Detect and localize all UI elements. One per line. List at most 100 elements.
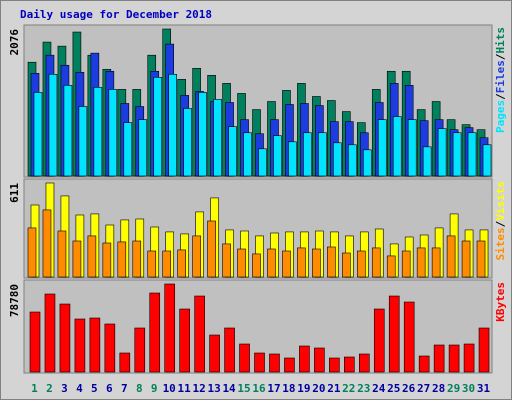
- bar: [198, 92, 207, 177]
- bar: [269, 353, 280, 373]
- bar: [356, 250, 366, 278]
- bar: [164, 283, 176, 373]
- bar: [168, 74, 178, 177]
- x-tick-label: 27: [417, 382, 430, 395]
- bar: [74, 318, 86, 373]
- x-tick-label: 1: [31, 382, 38, 395]
- bar: [27, 227, 37, 278]
- bar: [431, 247, 441, 278]
- x-tick-label: 10: [163, 382, 176, 395]
- x-tick-label: 30: [462, 382, 475, 395]
- x-tick-label: 5: [91, 382, 98, 395]
- bar: [207, 220, 216, 278]
- x-tick-label: 16: [252, 382, 266, 395]
- y-tick-label: 2076: [8, 29, 21, 56]
- bar: [407, 119, 417, 177]
- x-tick-label: 15: [237, 382, 250, 395]
- bar: [403, 301, 415, 373]
- bar: [89, 317, 101, 373]
- x-tick-label: 12: [193, 382, 206, 395]
- bar: [284, 357, 295, 373]
- bar: [254, 352, 265, 373]
- bar: [344, 356, 355, 373]
- bar: [478, 327, 490, 373]
- legend-entry: Visits: [494, 181, 507, 221]
- bar: [329, 357, 340, 373]
- bar: [342, 252, 351, 278]
- x-tick-label: 8: [136, 382, 143, 395]
- chart-title: Daily usage for December 2018: [20, 8, 212, 21]
- legend-separator: /: [494, 220, 507, 227]
- x-tick-label: 28: [432, 382, 445, 395]
- legend-entry: Files: [494, 60, 507, 93]
- bar: [371, 247, 381, 278]
- x-tick-label: 18: [282, 382, 295, 395]
- bar: [416, 247, 426, 278]
- x-tick-label: 31: [477, 382, 491, 395]
- bar: [273, 135, 282, 177]
- bar: [209, 334, 220, 373]
- bar: [72, 240, 82, 278]
- bar: [179, 308, 190, 373]
- bar: [448, 344, 460, 373]
- bar: [463, 343, 475, 373]
- bar: [237, 248, 246, 278]
- bar: [297, 247, 306, 278]
- bar: [44, 293, 56, 373]
- x-tick-label: 24: [372, 382, 386, 395]
- bar: [433, 344, 445, 373]
- bar: [123, 122, 133, 177]
- bar: [401, 250, 411, 278]
- x-tick-label: 20: [312, 382, 325, 395]
- x-tick-label: 6: [106, 382, 113, 395]
- bar: [267, 248, 276, 278]
- bar: [224, 327, 235, 373]
- bar: [348, 144, 357, 177]
- bar: [78, 106, 88, 177]
- legend: KBytes: [494, 282, 507, 322]
- x-tick-label: 9: [151, 382, 158, 395]
- bar: [418, 355, 430, 373]
- bar: [29, 311, 41, 373]
- x-tick-label: 23: [357, 382, 370, 395]
- x-tick-label: 4: [76, 382, 83, 395]
- bar: [147, 250, 157, 278]
- bar: [461, 240, 471, 278]
- bar: [288, 141, 297, 177]
- bar: [132, 240, 142, 278]
- bar: [476, 240, 486, 278]
- bar: [87, 235, 97, 278]
- legend-separator: /: [494, 93, 507, 100]
- bar: [358, 353, 370, 373]
- bar: [108, 89, 118, 177]
- bar: [149, 292, 161, 373]
- bar: [467, 132, 477, 177]
- bar: [299, 345, 310, 373]
- x-tick-label: 17: [267, 382, 280, 395]
- bar: [59, 303, 71, 373]
- x-tick-label: 7: [121, 382, 128, 395]
- bar: [63, 85, 73, 177]
- bar: [153, 76, 163, 177]
- bar: [327, 246, 336, 278]
- x-tick-label: 14: [222, 382, 236, 395]
- bar: [117, 241, 127, 278]
- bar: [42, 209, 52, 278]
- bar: [239, 343, 250, 373]
- bar: [177, 249, 186, 278]
- legend: Pages/Files/Hits: [494, 27, 507, 133]
- bar: [386, 255, 396, 278]
- x-tick-label: 3: [61, 382, 68, 395]
- x-tick-label: 2: [46, 382, 53, 395]
- x-tick-label: 29: [447, 382, 460, 395]
- bar: [312, 248, 321, 278]
- bar: [33, 92, 43, 177]
- bar: [57, 230, 67, 278]
- bar: [318, 132, 327, 177]
- legend-separator: /: [494, 53, 507, 60]
- bar: [228, 126, 237, 177]
- x-tick-label: 25: [387, 382, 400, 395]
- bar: [119, 352, 131, 373]
